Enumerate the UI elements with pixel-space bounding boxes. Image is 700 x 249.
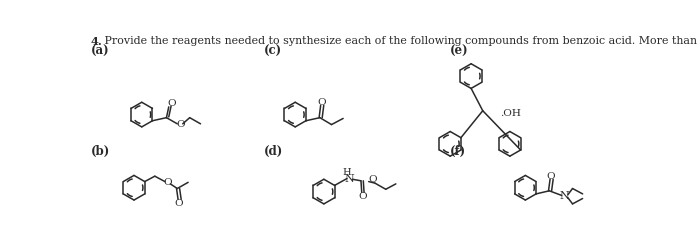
Text: O: O — [547, 172, 555, 181]
Text: N: N — [344, 174, 354, 184]
Text: 4.: 4. — [90, 36, 102, 47]
Text: (b): (b) — [92, 145, 111, 158]
Text: .OH: .OH — [500, 109, 521, 118]
Text: O: O — [358, 192, 367, 201]
Text: O: O — [164, 178, 172, 187]
Text: H: H — [343, 168, 351, 177]
Text: (e): (e) — [450, 45, 469, 58]
Text: O: O — [167, 99, 176, 108]
Text: Provide the reagents needed to synthesize each of the following compounds from b: Provide the reagents needed to synthesiz… — [101, 36, 700, 46]
Text: (a): (a) — [92, 45, 110, 58]
Text: (c): (c) — [264, 45, 282, 58]
Text: (f): (f) — [450, 145, 466, 158]
Text: O: O — [368, 175, 377, 184]
Text: O: O — [174, 199, 183, 208]
Text: (d): (d) — [264, 145, 284, 158]
Text: N: N — [560, 191, 570, 201]
Text: O: O — [176, 120, 185, 129]
Text: O: O — [317, 98, 326, 107]
